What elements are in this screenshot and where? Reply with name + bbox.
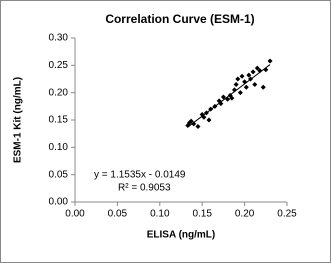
point xyxy=(254,65,260,71)
point xyxy=(229,95,235,101)
y-tick-label: 0.20 xyxy=(49,87,69,98)
point xyxy=(225,96,231,102)
point xyxy=(231,87,237,93)
y-tick-label: 0.10 xyxy=(49,142,69,153)
y-tick-label: 0.30 xyxy=(49,33,69,44)
x-tick-label: 0.10 xyxy=(150,209,170,220)
x-tick-label: 0.25 xyxy=(277,209,297,220)
equation: y = 1.1535x - 0.0149 xyxy=(94,170,186,181)
point xyxy=(252,81,258,87)
chart-title: Correlation Curve (ESM-1) xyxy=(105,12,254,26)
point xyxy=(208,106,214,112)
r-squared: R² = 0.9053 xyxy=(118,183,171,194)
point xyxy=(195,124,201,130)
point xyxy=(237,90,243,96)
y-tick-label: 0.25 xyxy=(49,60,69,71)
point xyxy=(233,81,239,87)
x-tick-label: 0.00 xyxy=(65,209,85,220)
y-tick-label: 0.00 xyxy=(49,197,69,208)
point xyxy=(212,103,218,109)
point xyxy=(218,101,224,107)
point xyxy=(248,76,254,82)
point xyxy=(235,76,241,82)
x-tick-label: 0.05 xyxy=(108,209,128,220)
point xyxy=(201,114,207,120)
point xyxy=(203,110,209,116)
y-tick-label: 0.05 xyxy=(49,169,69,180)
point xyxy=(246,72,252,78)
x-tick-label: 0.15 xyxy=(192,209,212,220)
point xyxy=(260,84,266,90)
y-tick-label: 0.15 xyxy=(49,115,69,126)
point xyxy=(188,118,194,124)
point xyxy=(267,58,273,64)
point xyxy=(239,73,245,79)
point xyxy=(257,68,263,74)
point xyxy=(191,121,197,127)
point xyxy=(242,79,248,85)
point xyxy=(250,69,256,75)
x-axis-label: ELISA (ng/mL) xyxy=(147,230,216,241)
x-tick-label: 0.20 xyxy=(235,209,255,220)
point xyxy=(243,84,249,90)
y-axis-label: ESM-1 Kit (ng/mL) xyxy=(13,77,24,163)
point xyxy=(206,117,212,123)
point xyxy=(220,94,226,100)
point xyxy=(263,67,269,73)
